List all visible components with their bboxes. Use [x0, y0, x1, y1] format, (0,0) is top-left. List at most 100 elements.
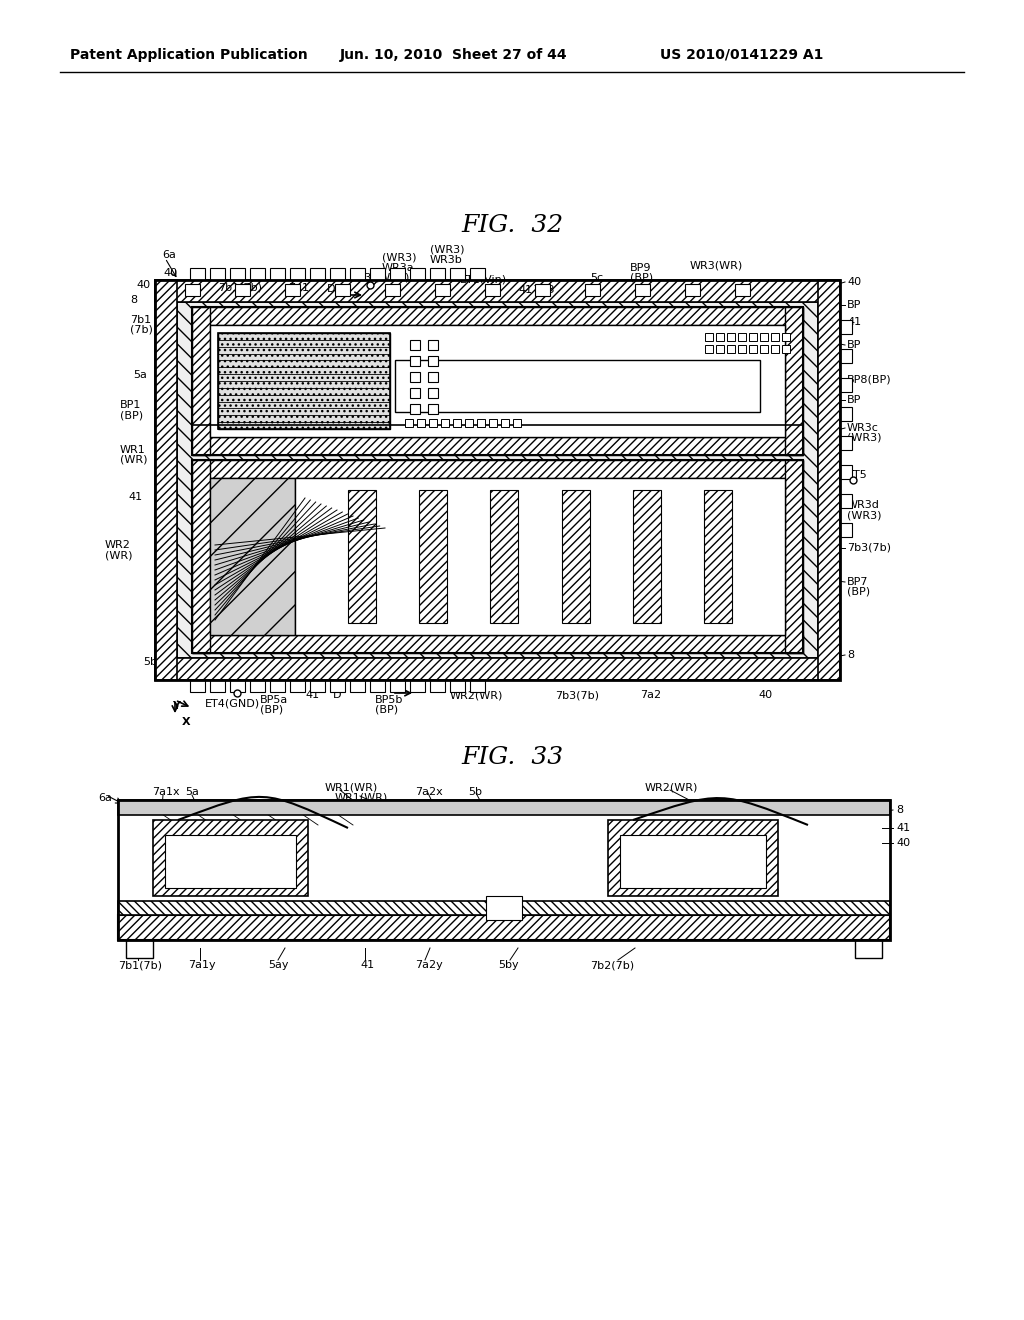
Bar: [155, 657, 840, 680]
Bar: [430, 268, 445, 280]
Bar: [190, 680, 205, 692]
Bar: [177, 302, 818, 657]
Bar: [153, 820, 308, 896]
Text: D: D: [327, 284, 336, 294]
Bar: [620, 836, 766, 888]
Bar: [840, 436, 852, 450]
Text: (BP): (BP): [260, 705, 283, 715]
Bar: [760, 345, 768, 352]
Bar: [430, 680, 445, 692]
Text: BP7: BP7: [847, 577, 868, 587]
Text: 5b: 5b: [468, 787, 482, 797]
Text: WR1(WR): WR1(WR): [325, 781, 378, 792]
Text: X: X: [182, 717, 190, 727]
Bar: [234, 284, 250, 296]
Text: 7a1: 7a1: [288, 282, 309, 293]
Bar: [370, 268, 385, 280]
Text: (WR3): (WR3): [430, 246, 465, 255]
Bar: [818, 280, 840, 680]
Bar: [406, 418, 413, 426]
Text: 7a2y: 7a2y: [415, 960, 442, 970]
Text: BP: BP: [847, 341, 861, 350]
Text: 5b: 5b: [143, 657, 157, 667]
Bar: [335, 284, 350, 296]
Bar: [749, 345, 757, 352]
Text: 41: 41: [896, 822, 910, 833]
Bar: [738, 345, 746, 352]
Text: 40: 40: [758, 690, 772, 700]
Text: BP: BP: [498, 432, 511, 441]
Bar: [633, 490, 660, 623]
Text: BP1: BP1: [120, 400, 141, 411]
Bar: [735, 284, 750, 296]
Text: WR3a: WR3a: [382, 263, 415, 273]
Bar: [118, 902, 890, 915]
Bar: [428, 404, 438, 414]
Bar: [477, 418, 485, 426]
Text: (WR3): (WR3): [382, 253, 417, 263]
Bar: [410, 356, 420, 366]
Bar: [428, 341, 438, 350]
Bar: [429, 418, 437, 426]
Bar: [535, 284, 550, 296]
Text: 40: 40: [136, 280, 151, 290]
Bar: [193, 635, 803, 653]
Bar: [118, 800, 890, 814]
Bar: [771, 333, 779, 341]
Bar: [840, 378, 852, 392]
Bar: [428, 372, 438, 381]
Bar: [453, 418, 461, 426]
Text: WR3d: WR3d: [847, 500, 880, 510]
Bar: [250, 680, 265, 692]
Text: D: D: [333, 690, 341, 700]
Text: BP: BP: [847, 300, 861, 310]
Text: (7b): (7b): [130, 325, 153, 335]
Text: 5a: 5a: [133, 370, 146, 380]
Bar: [330, 680, 345, 692]
Text: 5c: 5c: [590, 273, 603, 282]
Text: (WR): (WR): [120, 455, 147, 465]
Bar: [441, 418, 449, 426]
Bar: [840, 407, 852, 421]
Bar: [489, 418, 497, 426]
Bar: [395, 360, 760, 412]
Text: 40: 40: [896, 838, 910, 847]
Text: 7b1(7b): 7b1(7b): [218, 282, 262, 293]
Bar: [193, 459, 803, 478]
Text: 7a2x: 7a2x: [415, 787, 442, 797]
Text: WR2: WR2: [105, 540, 131, 550]
Bar: [385, 284, 400, 296]
Text: 7b1: 7b1: [130, 315, 152, 325]
Text: 5ay: 5ay: [268, 960, 289, 970]
Bar: [390, 680, 406, 692]
Bar: [486, 896, 522, 920]
Bar: [840, 494, 852, 508]
Text: 41: 41: [847, 317, 861, 327]
Bar: [608, 820, 778, 896]
Text: Jun. 10, 2010  Sheet 27 of 44: Jun. 10, 2010 Sheet 27 of 44: [340, 48, 567, 62]
Bar: [450, 268, 465, 280]
Text: BP5a: BP5a: [260, 696, 288, 705]
Text: 40: 40: [847, 277, 861, 286]
Bar: [118, 915, 890, 940]
Bar: [230, 268, 245, 280]
Text: 41: 41: [128, 492, 142, 502]
Bar: [749, 333, 757, 341]
Text: BP9: BP9: [630, 263, 651, 273]
Bar: [210, 325, 785, 437]
Bar: [428, 388, 438, 399]
Bar: [428, 356, 438, 366]
Text: 7b3(7b): 7b3(7b): [847, 543, 891, 553]
Text: (BP): (BP): [375, 705, 398, 715]
Bar: [585, 284, 600, 296]
Text: WR3c: WR3c: [847, 422, 879, 433]
Bar: [855, 940, 882, 958]
Bar: [210, 478, 295, 635]
Bar: [410, 680, 425, 692]
Bar: [417, 418, 425, 426]
Text: WR2(WR): WR2(WR): [450, 690, 504, 700]
Text: BP2(BP): BP2(BP): [490, 407, 529, 417]
Bar: [840, 319, 852, 334]
Bar: [703, 490, 732, 623]
Bar: [126, 940, 153, 958]
